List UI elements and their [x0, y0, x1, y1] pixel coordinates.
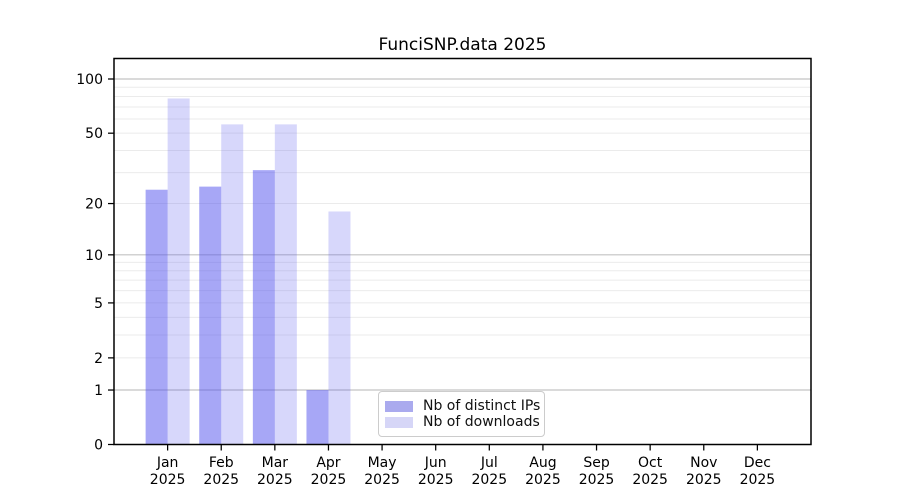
x-tick-label-year: 2025 [471, 472, 507, 488]
x-tick-label-month: Nov [690, 455, 717, 471]
x-tick-label-year: 2025 [311, 472, 347, 488]
bar-distinct-ips-mar [252, 170, 275, 445]
bar-distinct-ips-jan [145, 189, 168, 445]
x-tick-label-month: Aug [529, 455, 556, 471]
x-tick-label-month: Oct [638, 455, 663, 471]
legend-item-downloads: Nb of downloads [385, 414, 540, 430]
x-tick-label-year: 2025 [418, 472, 454, 488]
x-tick-label-month: Sep [583, 455, 610, 471]
x-tick-label-year: 2025 [150, 472, 186, 488]
x-tick-label-month: Mar [262, 455, 289, 471]
legend-label-downloads: Nb of downloads [423, 414, 540, 430]
y-tick-label: 2 [94, 351, 103, 367]
plot-border [113, 57, 812, 446]
x-tick-label-year: 2025 [257, 472, 293, 488]
chart-title: FunciSNP.data 2025 [378, 35, 547, 55]
x-tick-label-year: 2025 [364, 472, 400, 488]
x-tick-label-month: May [368, 455, 397, 471]
bar-downloads-jan [167, 98, 190, 445]
x-tick-label-year: 2025 [579, 472, 615, 488]
bar-downloads-feb [221, 124, 244, 445]
x-tick-label-year: 2025 [740, 472, 776, 488]
x-tick-label-year: 2025 [203, 472, 239, 488]
bar-downloads-apr [328, 211, 351, 445]
x-tick-label-month: Feb [209, 455, 234, 471]
y-tick-label: 5 [94, 296, 103, 312]
x-tick-label-year: 2025 [632, 472, 668, 488]
x-tick-label-month: Apr [316, 455, 340, 471]
y-tick-label: 1 [94, 383, 103, 399]
x-tick-label-year: 2025 [686, 472, 722, 488]
y-tick-label: 100 [76, 72, 103, 88]
bar-distinct-ips-feb [199, 186, 222, 445]
y-tick-label: 10 [85, 248, 103, 264]
legend-swatch-downloads [385, 416, 413, 428]
x-tick-label-year: 2025 [525, 472, 561, 488]
y-tick-label: 50 [85, 126, 103, 142]
bar-distinct-ips-apr [306, 390, 329, 445]
legend-item-distinct-ips: Nb of distinct IPs [385, 398, 541, 414]
legend-swatch-distinct-ips [385, 400, 413, 412]
x-tick-label-month: Dec [744, 455, 771, 471]
x-tick-label-month: Jun [424, 455, 447, 471]
y-tick-label: 0 [94, 438, 103, 454]
legend: Nb of distinct IPs Nb of downloads [378, 391, 545, 437]
x-tick-label-month: Jan [156, 455, 179, 471]
bar-downloads-mar [274, 124, 297, 445]
y-tick-label: 20 [85, 197, 103, 213]
legend-label-distinct-ips: Nb of distinct IPs [423, 398, 541, 414]
x-tick-label-month: Jul [480, 455, 498, 471]
